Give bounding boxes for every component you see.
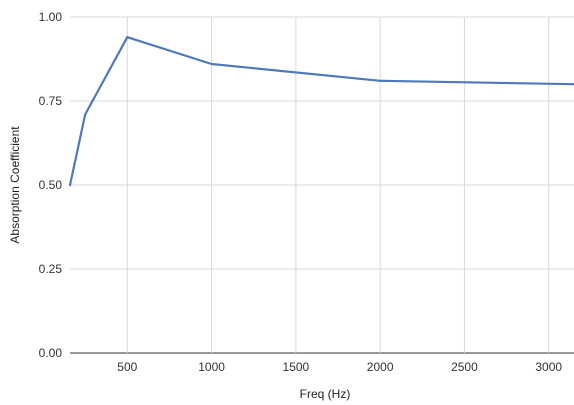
x-axis-ticks: 500 1000 1500 2000 2500 3000	[117, 360, 562, 374]
data-point	[84, 113, 87, 116]
y-tick-label: 0.75	[39, 94, 63, 108]
x-tick-label: 2000	[367, 360, 394, 374]
x-tick-label: 1500	[283, 360, 310, 374]
y-axis-ticks: 0.00 0.25 0.50 0.75 1.00	[39, 10, 63, 360]
x-tick-label: 500	[117, 360, 137, 374]
series-group	[68, 36, 574, 187]
x-axis-title: Freq (Hz)	[300, 387, 351, 401]
data-point	[379, 79, 382, 82]
data-point	[126, 36, 129, 39]
y-tick-label: 1.00	[39, 10, 63, 24]
x-tick-label: 3000	[535, 360, 562, 374]
data-point	[210, 62, 213, 66]
x-tick-label: 2500	[451, 360, 478, 374]
grid-lines	[70, 16, 574, 354]
series-line	[68, 36, 574, 187]
data-point	[68, 183, 72, 187]
x-tick-label: 1000	[198, 360, 225, 374]
y-tick-label: 0.00	[39, 346, 63, 360]
y-axis-title: Absorption Coefficient	[8, 126, 22, 244]
y-tick-label: 0.25	[39, 262, 63, 276]
y-tick-label: 0.50	[39, 178, 63, 192]
